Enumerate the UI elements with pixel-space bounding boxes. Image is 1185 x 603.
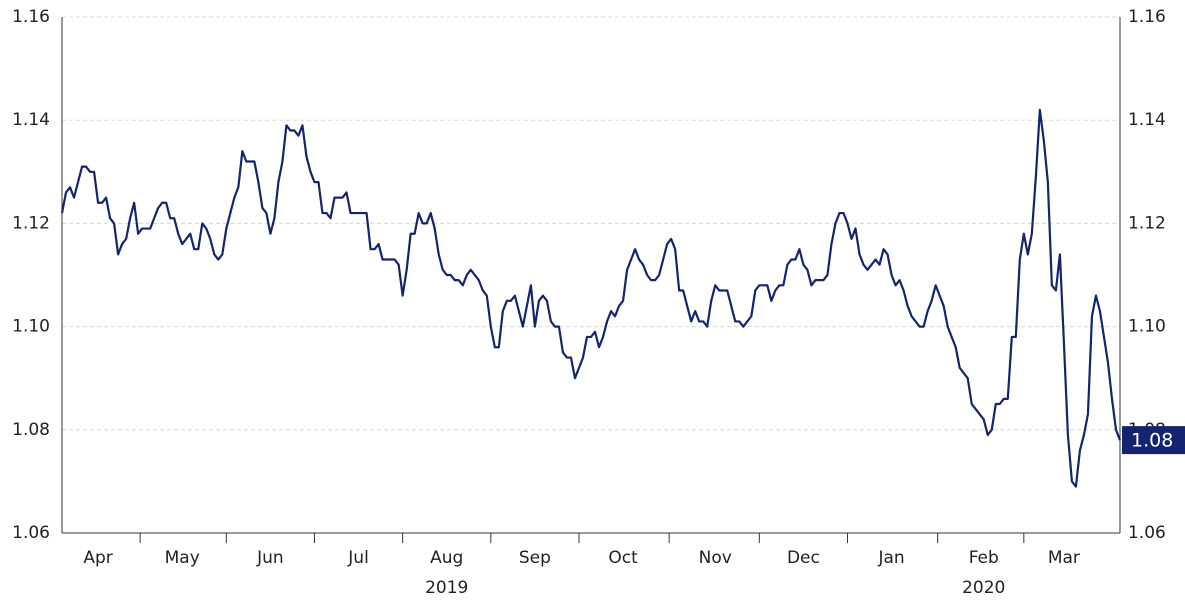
- end-label-box: [1122, 426, 1185, 455]
- y-tick-label: 1.12: [12, 213, 50, 233]
- x-tick-label: Sep: [519, 548, 551, 568]
- x-tick-label: Aug: [430, 548, 463, 568]
- year-label: 2019: [425, 578, 468, 598]
- x-tick-label: May: [165, 548, 200, 568]
- x-tick-label: Oct: [608, 548, 638, 568]
- x-tick-label: Nov: [699, 548, 732, 568]
- y2-tick-label: 1.16: [1128, 7, 1166, 27]
- y-tick-label: 1.16: [12, 7, 50, 27]
- price-line: [60, 108, 1122, 488]
- y2-tick-label: 1.10: [1128, 317, 1166, 337]
- x-tick-label: Jan: [877, 548, 904, 568]
- x-tick-label: Mar: [1048, 548, 1080, 568]
- y-tick-label: 1.14: [12, 110, 50, 130]
- x-tick-label: Feb: [969, 548, 999, 568]
- x-tick-label: Apr: [83, 548, 112, 568]
- y2-tick-label: 1.14: [1128, 110, 1166, 130]
- x-tick-label: Dec: [787, 548, 820, 568]
- y-tick-label: 1.06: [12, 523, 50, 543]
- x-tick-label: Jun: [256, 548, 284, 568]
- y2-tick-label: 1.12: [1128, 213, 1166, 233]
- y-tick-label: 1.08: [12, 420, 50, 440]
- y-tick-label: 1.10: [12, 317, 50, 337]
- year-label: 2020: [962, 578, 1005, 598]
- y2-tick-label: 1.06: [1128, 523, 1166, 543]
- end-label: 1.08: [1131, 430, 1173, 452]
- x-tick-label: Jul: [347, 548, 369, 568]
